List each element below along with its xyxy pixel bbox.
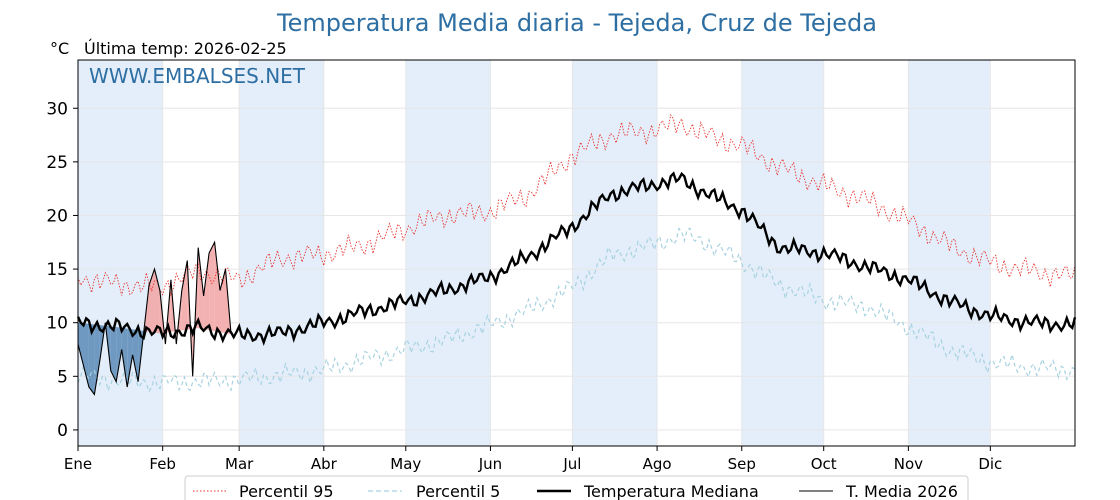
legend-label-median: Temperatura Mediana [583, 482, 759, 500]
x-tick-label-ene: Ene [64, 455, 92, 473]
y-tick-label: 15 [46, 260, 68, 280]
x-tick-label-jun: Jun [478, 455, 502, 473]
anomaly-fill-below [132, 329, 139, 382]
legend-label-p95: Percentil 95 [239, 482, 334, 500]
x-axis-ticks: Ene Feb Mar Abr May Jun Jul Ago Sep Oct Nov Dic [64, 446, 1002, 473]
anomaly-fill-below [127, 328, 133, 387]
y-tick-label: 5 [57, 367, 68, 387]
legend-label-current: T. Media 2026 [845, 482, 958, 500]
x-tick-label-feb: Feb [149, 455, 176, 473]
anomaly-fill-above [214, 242, 220, 333]
series-lines [76, 113, 1077, 396]
month-band [405, 60, 491, 446]
x-tick-label-abr: Abr [311, 455, 338, 473]
legend-label-p5: Percentil 5 [416, 482, 500, 500]
anomaly-fill-above [181, 260, 188, 331]
x-tick-label-nov: Nov [894, 455, 923, 473]
last-temp-label: Última temp: 2026-02-25 [84, 39, 287, 58]
y-tick-label: 0 [57, 421, 68, 441]
plot-frame [77, 59, 1076, 447]
series-line-median [76, 171, 1077, 347]
x-tick-label-may: May [390, 455, 421, 473]
anomaly-fill-below [110, 326, 117, 382]
watermark: WWW.EMBALSES.NET [89, 64, 306, 88]
anomaly-fill-below [94, 324, 100, 395]
x-tick-label-sep: Sep [728, 455, 756, 473]
y-tick-label: 30 [46, 99, 68, 119]
series-line-current [77, 240, 232, 396]
legend: Percentil 95 Percentil 5 Temperatura Med… [184, 475, 969, 500]
month-band [908, 60, 991, 446]
y-tick-label: 25 [46, 153, 68, 173]
x-tick-label-dic: Dic [978, 455, 1002, 473]
x-tick-label-mar: Mar [225, 455, 254, 473]
y-axis-ticks: 0 5 10 15 20 25 30 [46, 99, 78, 441]
anomaly-fill-above [209, 242, 215, 332]
anomaly-fill-below [83, 323, 89, 387]
anomaly-fill-below [116, 327, 122, 382]
anomaly-fill-below [88, 323, 95, 395]
y-tick-label: 10 [46, 314, 68, 334]
series-line-p95 [77, 113, 1076, 297]
anomaly-fill-above [220, 269, 226, 334]
month-bands [78, 60, 991, 446]
anomaly-fill-below [78, 322, 84, 366]
anomaly-fill-above [149, 269, 155, 333]
grid-lines [77, 60, 1075, 446]
anomaly-fill-above [198, 247, 204, 330]
x-tick-label-oct: Oct [811, 455, 837, 473]
month-band [741, 60, 824, 446]
anomaly-fill-below [121, 327, 128, 387]
y-tick-label: 20 [46, 206, 68, 226]
x-tick-label-ago: Ago [643, 455, 672, 473]
x-tick-label-jul: Jul [562, 455, 581, 473]
legend-box [184, 475, 969, 500]
month-band [572, 60, 658, 446]
chart-title: Temperatura Media diaria - Tejeda, Cruz … [276, 9, 877, 37]
anomaly-fill-above [203, 253, 210, 331]
y-unit-label: °C [50, 39, 69, 58]
